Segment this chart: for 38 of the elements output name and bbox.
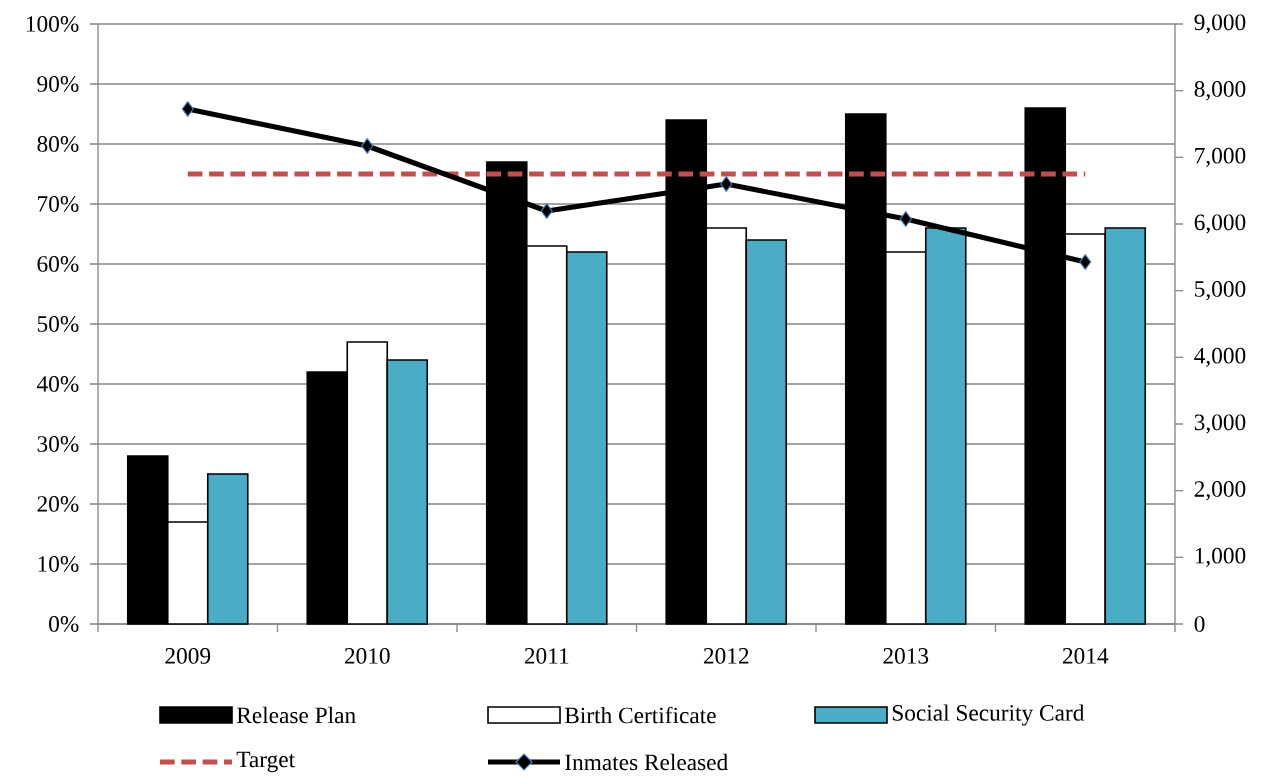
x-tick-label: 2012 — [703, 648, 749, 664]
y2-tick-label: 0 — [1194, 616, 1205, 632]
point — [361, 138, 374, 154]
y-tick-label: 30% — [37, 436, 79, 452]
x-tick-label: 2011 — [524, 648, 569, 664]
x-tick-label: 2009 — [165, 648, 211, 664]
point — [1079, 254, 1092, 270]
y-tick-label: 60% — [37, 256, 79, 272]
y2-tick-label: 5,000 — [1195, 281, 1246, 301]
y-tick-label: 40% — [36, 376, 79, 392]
y2-tick-label: 8,000 — [1194, 81, 1246, 101]
y-tick-label: 70% — [38, 196, 79, 212]
legend-label: Target — [236, 751, 296, 773]
y-tick-label: 0% — [49, 616, 79, 632]
y2-tick-label: 1,000 — [1195, 547, 1246, 567]
point — [899, 211, 912, 227]
x-tick-label: 2010 — [344, 648, 390, 664]
y-tick-label: 100% — [26, 16, 79, 32]
y-tick-label: 10% — [38, 556, 79, 572]
y2-tick-label: 3,000 — [1194, 414, 1246, 434]
y2-tick-label: 4,000 — [1194, 347, 1246, 367]
point — [720, 176, 733, 192]
y-tick-label: 50% — [37, 316, 79, 332]
point — [540, 203, 553, 219]
x-tick-label: 2013 — [883, 648, 929, 664]
legend-label: Inmates Released — [565, 753, 728, 771]
y-tick-label: 20% — [37, 496, 79, 512]
x-tick-label: 2014 — [1062, 648, 1109, 664]
legend-label: Birth Certificate — [564, 706, 716, 724]
y2-tick-label: 9,000 — [1194, 14, 1246, 34]
y2-tick-label: 7,000 — [1195, 147, 1246, 167]
point — [181, 101, 194, 117]
legend-label: Social Security Card — [892, 704, 1085, 726]
y2-tick-label: 2,000 — [1194, 481, 1246, 501]
y2-tick-label: 6,000 — [1194, 214, 1246, 234]
legend-label: Release Plan — [236, 706, 356, 724]
y-tick-label: 90% — [37, 76, 79, 92]
y-tick-label: 80% — [37, 136, 79, 152]
